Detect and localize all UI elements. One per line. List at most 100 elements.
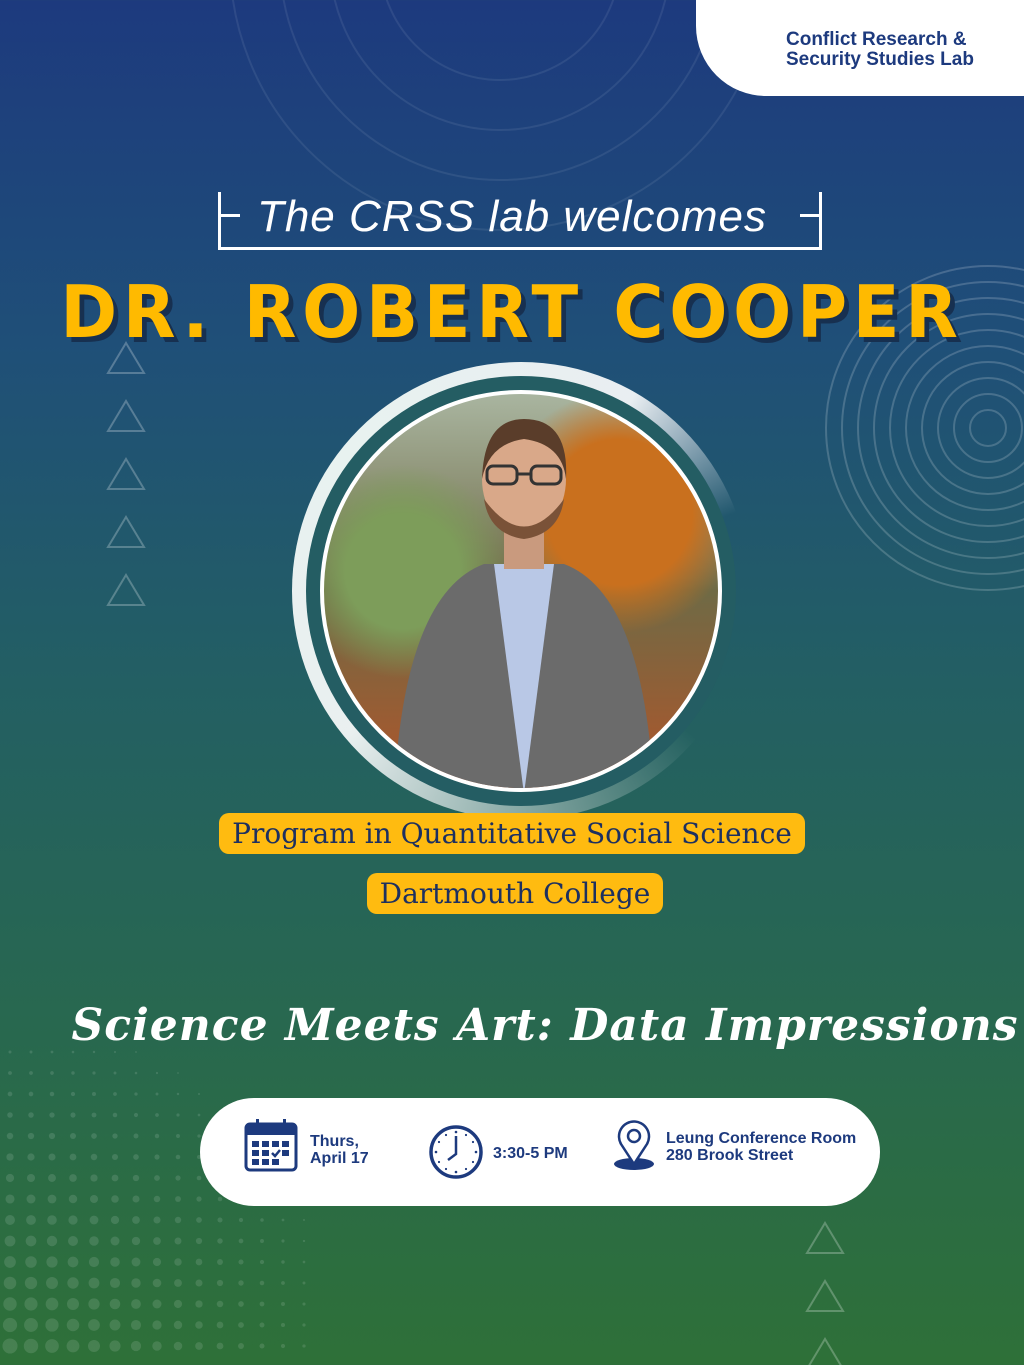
halftone-dot [46,1256,58,1268]
halftone-dot [238,1217,244,1223]
halftone-dot [48,1174,56,1182]
halftone-dot [2,1317,18,1333]
halftone-dot [152,1278,162,1288]
halftone-dot [195,1342,203,1350]
halftone-dot [303,1219,305,1221]
halftone-dot [217,1217,223,1223]
halftone-dot [113,1092,117,1096]
halftone-dot [153,1195,161,1203]
halftone-dot [133,1154,139,1160]
halftone-dot [50,1050,54,1054]
halftone-dot [4,1256,16,1268]
halftone-dot [196,1175,202,1181]
halftone-dot [26,1173,36,1183]
halftone-dot [111,1195,119,1203]
halftone-dot [173,1299,183,1309]
halftone-dot [196,1217,202,1223]
halftone-dot [25,1235,37,1247]
halftone-dot [195,1279,203,1287]
event-date: Thurs, April 17 [310,1133,369,1167]
halftone-dot [24,1276,38,1290]
halftone-dot [70,1091,76,1097]
halftone-dot [3,1276,17,1290]
event-details-bar: Thurs, April 17 3:30-5 PM Leung Conferen… [200,1098,880,1206]
halftone-dot [302,1281,306,1285]
halftone-dot [198,1093,200,1095]
talk-title: Science Meets Art: Data Impressions [71,1000,1019,1051]
halftone-dot [281,1218,285,1222]
halftone-dot [66,1297,80,1311]
halftone-dot [302,1239,306,1243]
halftone-dot [259,1259,265,1265]
halftone-dot [133,1133,139,1139]
halftone-dot [238,1280,244,1286]
halftone-dot [131,1299,141,1309]
halftone-dot [197,1113,201,1117]
halftone-dot [154,1175,160,1181]
halftone-dot [281,1302,285,1306]
halftone-dot [67,1277,79,1289]
halftone-dot [90,1153,98,1161]
halftone-dot [66,1318,80,1332]
halftone-dot [27,1153,35,1161]
location-pin-icon [614,1120,654,1170]
halftone-dot [153,1216,161,1224]
halftone-dot [109,1319,121,1331]
halftone-dot [5,1173,15,1183]
halftone-dot [69,1174,77,1182]
lab-name-line2: Security Studies Lab [786,49,974,70]
halftone-dot [174,1237,182,1245]
halftone-dot [3,1297,17,1311]
halftone-dot [28,1091,34,1097]
halftone-dot [8,1050,12,1054]
calendar-icon [244,1119,298,1172]
clock-icon [429,1125,483,1179]
halftone-dot [195,1258,203,1266]
halftone-dot [131,1257,141,1267]
halftone-dot [2,1338,18,1354]
halftone-dot [113,1071,117,1075]
halftone-dot [111,1174,119,1182]
halftone-dot [91,1091,97,1097]
institution-block: Dartmouth College [0,873,1024,914]
intro-text: The CRSS lab welcomes [256,192,768,241]
halftone-dot [29,1071,33,1075]
halftone-dot [238,1322,244,1328]
halftone-dot [260,1239,264,1243]
halftone-dot [6,1132,14,1140]
halftone-dot [217,1259,223,1265]
halftone-dot [24,1297,38,1311]
halftone-dot [281,1281,285,1285]
halftone-dot [131,1236,141,1246]
halftone-dot [68,1215,78,1225]
program-badge: Program in Quantitative Social Science [219,813,805,854]
halftone-dot [90,1174,98,1182]
halftone-dot [47,1194,57,1204]
halftone-dot [110,1236,120,1246]
halftone-dot [154,1154,160,1160]
halftone-dot [88,1256,100,1268]
halftone-dot [217,1196,223,1202]
lab-name: Conflict Research & Security Studies Lab [786,30,974,70]
lab-name-line1: Conflict Research & [786,29,967,50]
halftone-dot [50,1071,54,1075]
halftone-dot [216,1321,224,1329]
halftone-dot [26,1215,36,1225]
halftone-dot [176,1134,180,1138]
halftone-dot [216,1279,224,1287]
halftone-dot [173,1320,183,1330]
halftone-dot [8,1071,12,1075]
halftone-dot [302,1260,306,1264]
halftone-dot [135,1051,137,1053]
halftone-dot [113,1050,117,1054]
event-location-room: Leung Conference Room [666,1130,857,1147]
halftone-dot [152,1341,162,1351]
halftone-dot [23,1338,39,1354]
event-location-address: 280 Brook Street [666,1147,794,1164]
halftone-dot [71,1050,75,1054]
halftone-dot [217,1238,223,1244]
halftone-dot [7,1112,13,1118]
halftone-dot [132,1174,140,1182]
halftone-dot [259,1280,265,1286]
